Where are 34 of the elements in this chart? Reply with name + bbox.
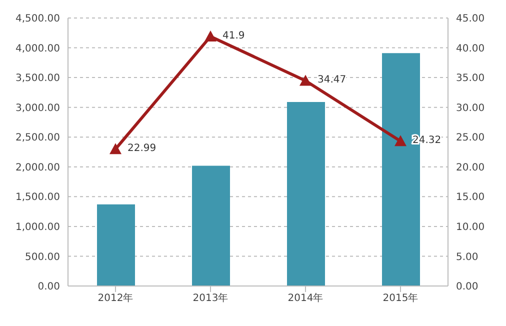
y-tick-label: 3,500.00	[15, 73, 60, 84]
y-tick-label: 0.00	[38, 282, 60, 293]
y-tick-label: 4,500.00	[15, 14, 60, 25]
y-tick-label: 2,500.00	[15, 132, 60, 144]
point	[110, 143, 122, 154]
x-tick-label: 2014年	[288, 292, 324, 304]
y-tick-label: 1,000.00	[15, 222, 60, 233]
y-tick-label: 500.00	[25, 252, 60, 263]
y2-tick-label: 30.00	[456, 102, 485, 114]
y2-tick-label: 0.00	[456, 282, 478, 293]
y-tick-label: 4,000.00	[15, 43, 60, 54]
x-tick-label: 2013年	[192, 292, 228, 304]
data-label: 22.99	[128, 143, 156, 154]
bar	[192, 166, 230, 286]
x-tick-label: 2012年	[98, 292, 134, 304]
y2-tick-label: 40.00	[456, 43, 485, 54]
point	[204, 30, 216, 42]
bar	[287, 102, 325, 286]
y-tick-label: 3,000.00	[15, 102, 60, 114]
y2-tick-label: 5.00	[456, 252, 478, 263]
y2-tick-label: 20.00	[456, 162, 485, 174]
bar	[97, 204, 135, 286]
y-tick-label: 2,000.00	[15, 162, 60, 174]
y2-tick-label: 35.00	[456, 73, 485, 84]
y2-tick-label: 45.00	[456, 14, 485, 25]
data-label: 34.47	[318, 74, 346, 86]
y-tick-label: 1,500.00	[15, 192, 60, 204]
y2-tick-label: 15.00	[456, 192, 485, 204]
data-label: 41.9	[222, 30, 245, 42]
x-tick-label: 2015年	[382, 292, 418, 304]
point	[300, 74, 312, 86]
point	[394, 135, 406, 146]
y2-tick-label: 25.00	[456, 132, 485, 144]
y2-tick-label: 10.00	[456, 222, 485, 233]
